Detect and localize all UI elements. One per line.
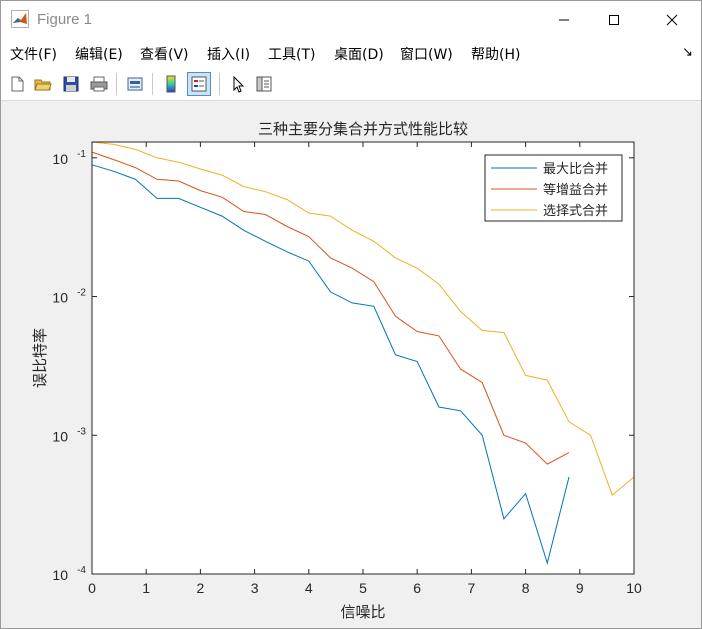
print-button[interactable] xyxy=(87,72,111,96)
x-axis-label: 信噪比 xyxy=(340,603,385,621)
open-file-button[interactable] xyxy=(31,72,55,96)
toolbar-separator xyxy=(219,73,220,95)
title-bar: Figure 1 xyxy=(1,1,701,39)
legend-label-3: 选择式合并 xyxy=(543,204,608,219)
toolbar xyxy=(1,67,701,101)
y-tick-label: 10 xyxy=(52,428,68,444)
x-tick-label: 7 xyxy=(468,580,476,596)
x-tick-label: 5 xyxy=(359,580,367,596)
maximize-button[interactable] xyxy=(591,1,637,39)
y-tick-exponent: -1 xyxy=(77,149,86,160)
y-tick-exponent: -4 xyxy=(77,565,86,576)
print-icon xyxy=(90,76,108,92)
menu-insert[interactable]: 插入(I) xyxy=(207,47,251,63)
close-button[interactable] xyxy=(649,1,695,39)
x-tick-label: 6 xyxy=(413,580,421,596)
x-tick-label: 9 xyxy=(576,580,584,596)
menu-tools[interactable]: 工具(T) xyxy=(268,47,316,63)
chart-title: 三种主要分集合并方式性能比较 xyxy=(258,120,468,138)
maximize-icon xyxy=(609,15,619,25)
x-tick-label: 1 xyxy=(142,580,150,596)
menu-view[interactable]: 查看(V) xyxy=(140,47,189,63)
y-tick-label: 10 xyxy=(52,151,68,167)
print-preview-button[interactable] xyxy=(123,72,147,96)
colorbar-icon xyxy=(166,75,176,93)
y-tick-exponent: -3 xyxy=(77,426,86,437)
x-tick-label: 3 xyxy=(251,580,259,596)
property-inspector-icon xyxy=(256,76,272,92)
x-tick-label: 10 xyxy=(626,580,642,596)
menu-help[interactable]: 帮助(H) xyxy=(471,47,521,63)
open-folder-icon xyxy=(34,79,52,91)
menu-desktop[interactable]: 桌面(D) xyxy=(334,47,384,63)
series-line-1 xyxy=(91,164,570,565)
toolbar-separator xyxy=(152,73,153,95)
series-line-2 xyxy=(91,151,570,465)
series-line-3 xyxy=(91,141,635,497)
save-icon xyxy=(63,76,79,92)
y-tick-label: 10 xyxy=(52,567,68,583)
x-tick-label: 0 xyxy=(88,580,96,596)
insert-colorbar-button[interactable] xyxy=(159,72,183,96)
minimize-button[interactable] xyxy=(541,1,587,39)
close-icon xyxy=(666,14,678,26)
legend-label-2: 等增益合并 xyxy=(543,182,608,198)
edit-plot-button[interactable] xyxy=(226,72,250,96)
dock-arrow-icon[interactable]: ↘ xyxy=(682,45,693,60)
x-tick-label: 4 xyxy=(305,580,313,596)
insert-legend-button[interactable] xyxy=(187,72,211,96)
y-tick-label: 10 xyxy=(52,290,68,306)
minimize-icon xyxy=(559,19,569,21)
legend-label-1: 最大比合并 xyxy=(543,162,608,177)
pointer-icon xyxy=(233,75,245,93)
menu-edit[interactable]: 编辑(E) xyxy=(75,47,123,63)
menu-file[interactable]: 文件(F) xyxy=(10,47,57,63)
new-file-icon xyxy=(11,76,24,92)
save-button[interactable] xyxy=(59,72,83,96)
menu-window[interactable]: 窗口(W) xyxy=(400,47,453,63)
print-preview-icon xyxy=(127,77,143,91)
new-figure-button[interactable] xyxy=(5,72,29,96)
y-tick-exponent: -2 xyxy=(77,288,86,299)
y-axis-label: 误比特率 xyxy=(31,328,49,388)
property-inspector-button[interactable] xyxy=(252,72,276,96)
legend-icon xyxy=(191,76,207,92)
matlab-logo-icon xyxy=(11,10,29,28)
x-tick-label: 8 xyxy=(522,580,530,596)
x-tick-label: 2 xyxy=(197,580,205,596)
menu-bar: 文件(F) 编辑(E) 查看(V) 插入(I) 工具(T) 桌面(D) 窗口(W… xyxy=(1,39,701,67)
toolbar-separator xyxy=(116,73,117,95)
figure-canvas: 0 1 2 3 4 5 6 7 8 9 10 10 -1 10 -2 10 -3 10 -4 三种主要分集合并方式性… xyxy=(31,120,642,621)
window-title: Figure 1 xyxy=(37,11,93,28)
